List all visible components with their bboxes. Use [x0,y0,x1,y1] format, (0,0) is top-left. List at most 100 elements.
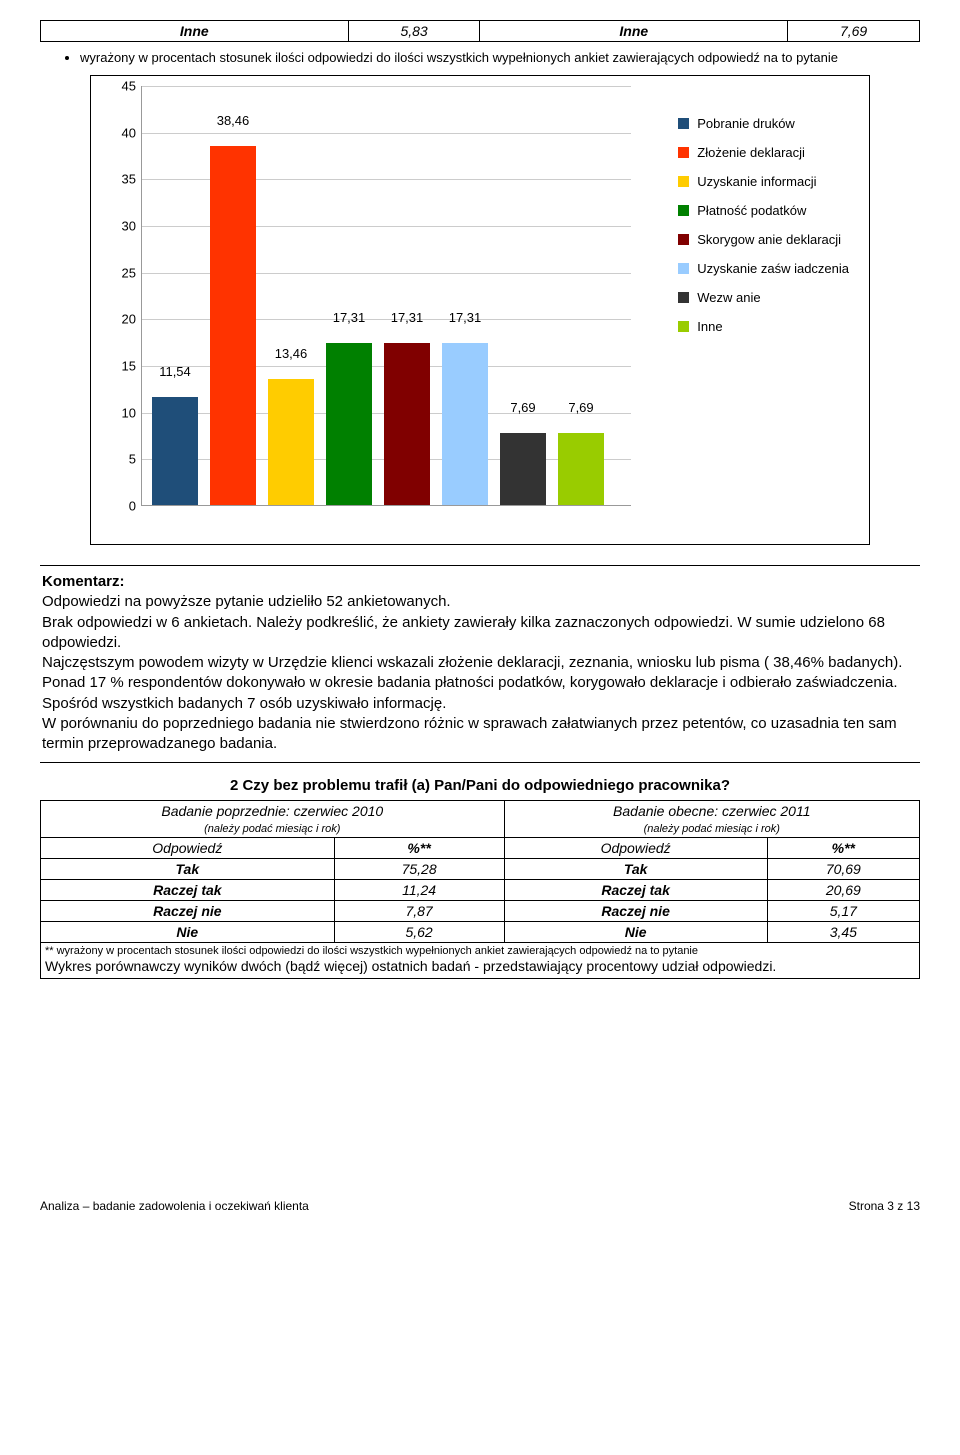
legend-item: Skorygow anie deklaracji [678,232,849,247]
q2-cell: Nie [504,922,767,943]
top-inne-table: Inne 5,83 Inne 7,69 [40,20,920,42]
legend-swatch [678,176,689,187]
q2-table: Badanie poprzednie: czerwiec 2010 (należ… [40,800,920,943]
q2-footnote: ** wyrażony w procentach stosunek ilości… [40,943,920,978]
page-footer: Analiza – badanie zadowolenia i oczekiwa… [40,1199,920,1213]
ytick-label: 30 [106,219,136,234]
chart-bar-label: 17,31 [377,310,437,325]
q2-cell: 5,17 [767,901,919,922]
footer-left: Analiza – badanie zadowolenia i oczekiwa… [40,1199,309,1213]
q2-cell: Tak [504,859,767,880]
legend-swatch [678,118,689,129]
table-row: Nie5,62Nie3,45 [41,922,920,943]
q2-cur-header-text: Badanie obecne: czerwiec 2011 [613,803,810,819]
chart-bar [326,343,372,505]
legend-swatch [678,205,689,216]
chart-bar-label: 11,54 [145,364,205,379]
chart-bar-label: 13,46 [261,346,321,361]
q2-cell: 3,45 [767,922,919,943]
legend-label: Płatność podatków [697,203,806,218]
q2-cell: 75,28 [334,859,504,880]
legend-swatch [678,263,689,274]
legend-label: Uzyskanie zaśw iadczenia [697,261,849,276]
legend-swatch [678,234,689,245]
legend-swatch [678,147,689,158]
legend-item: Płatność podatków [678,203,849,218]
q2-cur-subnote: (należy podać miesiąc i rok) [644,823,780,835]
q2-col-pct-l: %** [334,838,504,859]
q2-cur-header: Badanie obecne: czerwiec 2011 (należy po… [504,801,919,838]
q2-prev-header-text: Badanie poprzednie: czerwiec 2010 [161,803,383,819]
top-left-label: Inne [41,21,349,42]
komentarz-body: Odpowiedzi na powyższe pytanie udzieliło… [42,593,902,752]
table-row: Raczej tak11,24Raczej tak20,69 [41,880,920,901]
q2-cell: Raczej nie [504,901,767,922]
q2-prev-header: Badanie poprzednie: czerwiec 2010 (należ… [41,801,505,838]
ytick-label: 20 [106,312,136,327]
q2-cell: 11,24 [334,880,504,901]
footer-right: Strona 3 z 13 [849,1199,920,1213]
chart-bar-label: 38,46 [203,113,263,128]
chart-container: 11,5438,4613,4617,3117,3117,317,697,69 P… [90,75,870,545]
chart-bar-label: 17,31 [435,310,495,325]
chart-bar-label: 17,31 [319,310,379,325]
q2-cell: Raczej tak [504,880,767,901]
legend-label: Skorygow anie deklaracji [697,232,841,247]
q2-cell: 70,69 [767,859,919,880]
chart-bar-label: 7,69 [493,400,553,415]
bullet-note: wyrażony w procentach stosunek ilości od… [80,50,920,65]
q2-cell: Raczej tak [41,880,335,901]
q2-col-pct-r: %** [767,838,919,859]
chart-legend: Pobranie druków Złożenie deklaracji Uzyska… [678,116,849,348]
komentarz-block: Komentarz: Odpowiedzi na powyższe pytani… [40,565,920,763]
top-right-val: 7,69 [788,21,920,42]
legend-label: Złożenie deklaracji [697,145,805,160]
ytick-label: 40 [106,125,136,140]
q2-cell: 5,62 [334,922,504,943]
komentarz-heading: Komentarz: [42,573,125,590]
top-right-label: Inne [480,21,788,42]
q2-cell: 20,69 [767,880,919,901]
chart-bar [152,397,198,505]
table-row: Tak75,28Tak70,69 [41,859,920,880]
ytick-label: 0 [106,499,136,514]
top-left-val: 5,83 [348,21,480,42]
legend-item: Uzyskanie zaśw iadczenia [678,261,849,276]
q2-cell: Raczej nie [41,901,335,922]
q2-prev-subnote: (należy podać miesiąc i rok) [204,823,340,835]
q2-title: 2 Czy bez problemu trafił (a) Pan/Pani d… [40,777,920,794]
chart-bar [268,379,314,505]
q2-cell: 7,87 [334,901,504,922]
chart-bar [442,343,488,505]
ytick-label: 15 [106,359,136,374]
ytick-label: 5 [106,452,136,467]
legend-swatch [678,321,689,332]
legend-item: Wezw anie [678,290,849,305]
q2-col-odp-l: Odpowiedź [41,838,335,859]
q2-cell: Tak [41,859,335,880]
legend-item: Pobranie druków [678,116,849,131]
chart-bar-label: 7,69 [551,400,611,415]
chart-bar [500,433,546,505]
legend-label: Uzyskanie informacji [697,174,816,189]
ytick-label: 35 [106,172,136,187]
legend-label: Inne [697,319,722,334]
ytick-label: 10 [106,405,136,420]
q2-cell: Nie [41,922,335,943]
chart-bar [384,343,430,505]
q2-footnote-star: ** wyrażony w procentach stosunek ilości… [45,945,698,957]
legend-item: Złożenie deklaracji [678,145,849,160]
legend-swatch [678,292,689,303]
chart-bar [558,433,604,505]
ytick-label: 25 [106,265,136,280]
legend-item: Inne [678,319,849,334]
ytick-label: 45 [106,79,136,94]
q2-footnote-wykres: Wykres porównawczy wyników dwóch (bądź w… [45,958,776,974]
table-row: Raczej nie7,87Raczej nie5,17 [41,901,920,922]
chart-plot-area: 11,5438,4613,4617,3117,3117,317,697,69 [141,86,631,506]
q2-col-odp-r: Odpowiedź [504,838,767,859]
legend-item: Uzyskanie informacji [678,174,849,189]
legend-label: Wezw anie [697,290,760,305]
legend-label: Pobranie druków [697,116,795,131]
chart-bar [210,146,256,505]
